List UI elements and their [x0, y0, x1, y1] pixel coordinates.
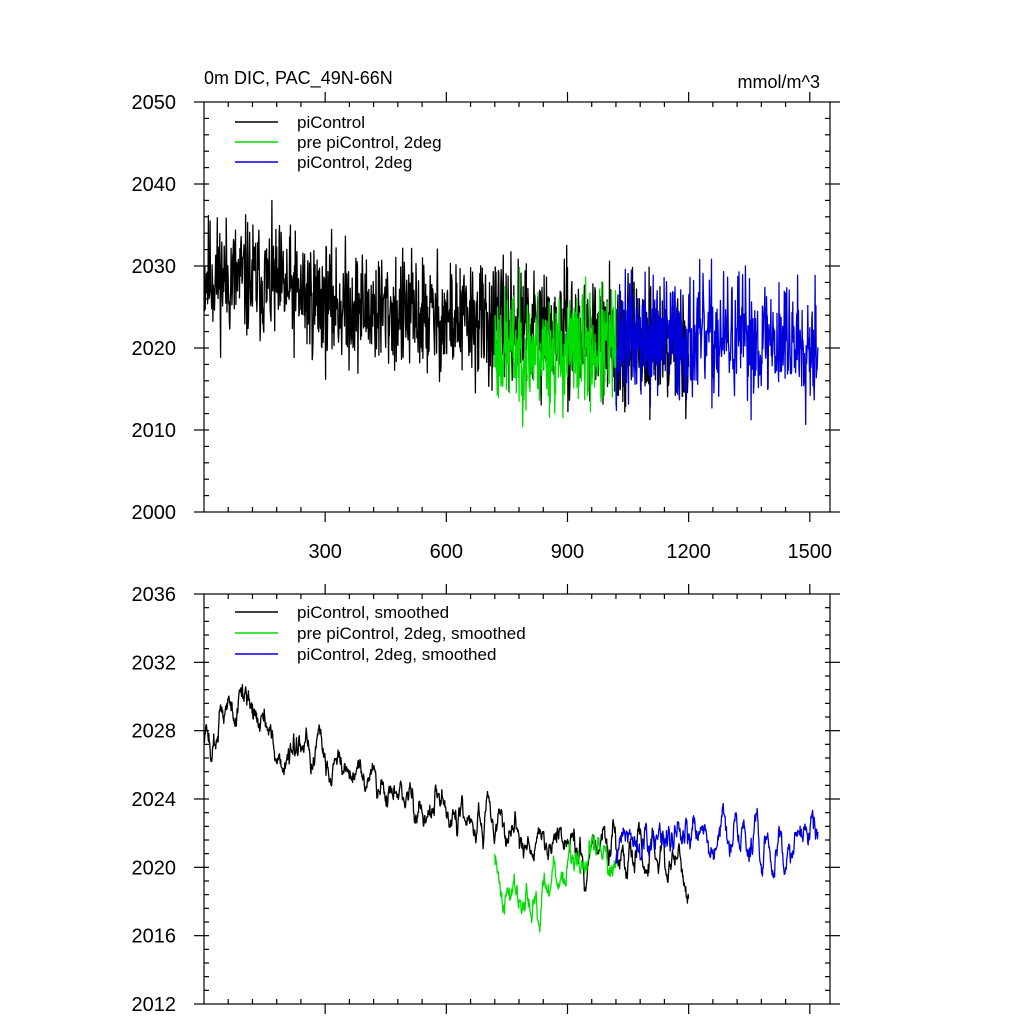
series-line-top-1: [494, 266, 617, 428]
series-line-bottom-1: [494, 834, 617, 933]
y-tick-label: 2032: [132, 652, 177, 674]
chart-title: 0m DIC, PAC_49N-66N: [204, 68, 393, 89]
plot-frame-top: [203, 101, 831, 513]
ticks-bottom: 2012 2016 2020 2024 2028 2032 2036: [132, 584, 840, 1016]
series-group-top: [203, 199, 819, 428]
y-tick-label: 2036: [132, 584, 177, 606]
y-tick-label: 2040: [132, 174, 177, 196]
y-tick-label: 2050: [132, 92, 177, 114]
y-tick-label: 2012: [132, 994, 177, 1016]
x-tick-label: 600: [430, 541, 463, 563]
chart-panel-top: 0m DIC, PAC_49N-66N mmol/m^3 300 600 900 12…: [132, 68, 840, 563]
y-tick-label: 2000: [132, 502, 177, 524]
ticks-top: 300 600 900 1200 1500 2000 2010 2020 2030 2040 205…: [132, 92, 840, 563]
legend-label: piControl: [297, 113, 365, 132]
y-tick-label: 2016: [132, 926, 177, 948]
legend-label: pre piControl, 2deg, smoothed: [297, 624, 526, 643]
units-label: mmol/m^3: [738, 72, 820, 92]
legend-label: pre piControl, 2deg: [297, 133, 442, 152]
y-tick-label: 2020: [132, 338, 177, 360]
legend-label: piControl, smoothed: [297, 603, 449, 622]
series-line-bottom-0: [203, 683, 690, 904]
chart-panel-bottom: 2012 2016 2020 2024 2028 2032 2036 piControl, …: [132, 584, 840, 1016]
y-tick-label: 2020: [132, 857, 177, 879]
x-tick-label: 1500: [788, 541, 833, 563]
legend-label: piControl, 2deg, smoothed: [297, 645, 496, 664]
y-tick-label: 2030: [132, 256, 177, 278]
y-tick-label: 2028: [132, 721, 177, 743]
series-line-bottom-2: [615, 802, 819, 879]
y-tick-label: 2024: [132, 789, 177, 811]
series-line-top-2: [615, 258, 819, 426]
series-group-bottom: [203, 683, 819, 933]
x-tick-label: 1200: [666, 541, 711, 563]
legend-bottom: piControl, smoothed pre piControl, 2deg, …: [235, 603, 526, 664]
x-tick-label: 900: [551, 541, 584, 563]
y-tick-label: 2010: [132, 420, 177, 442]
x-tick-label: 300: [308, 541, 341, 563]
legend-label: piControl, 2deg: [297, 153, 412, 172]
